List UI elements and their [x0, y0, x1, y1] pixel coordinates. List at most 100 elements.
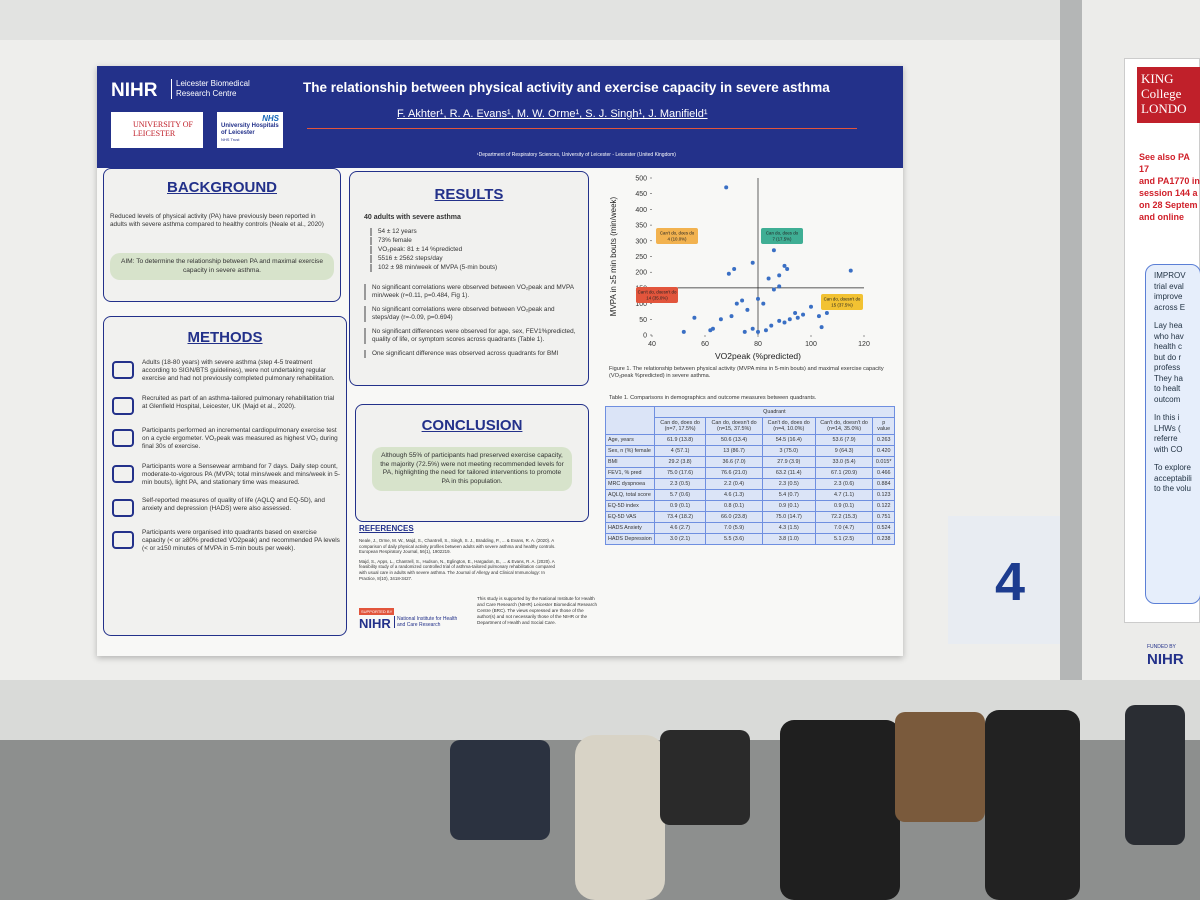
- row-label: Age, years: [605, 434, 655, 446]
- x-tick-label: 100: [805, 341, 817, 348]
- y-tick-label: 50: [639, 317, 647, 324]
- table-header: Can do, does do (n=7, 17.5%): [653, 417, 707, 435]
- table-cell: 0.524: [872, 522, 895, 534]
- y-tick-label: 450: [635, 191, 647, 198]
- poster: NIHR Leicester Biomedical Research Centr…: [97, 66, 903, 656]
- table-group: Quadrant: [653, 406, 896, 418]
- y-tick-label: 300: [635, 238, 647, 245]
- data-point: [848, 268, 853, 273]
- side-body-line: profess: [1154, 363, 1181, 372]
- quadrant-label: Can't do, does do: [660, 231, 695, 236]
- table-row: Age, years 61.9 (13.8) 50.6 (13.4) 54.5 (16…: [605, 434, 895, 446]
- side-body-line: LHWs (: [1154, 423, 1181, 433]
- method-item: Participants wore a Sensewear armband fo…: [112, 463, 340, 487]
- data-point: [777, 318, 782, 323]
- background-text: Reduced levels of physical activity (PA)…: [110, 213, 324, 228]
- table-row: HADS Anxiety 4.6 (2.7) 7.0 (5.9) 4.3 (1.5) 7…: [605, 522, 895, 534]
- data-point: [816, 314, 821, 319]
- board-top: [0, 0, 1060, 40]
- table-cell: 63.2 (11.4): [761, 467, 816, 479]
- person: [780, 720, 900, 900]
- quadrant-count: 15 (37.5%): [831, 303, 853, 308]
- results-lead: 40 adults with severe asthma: [364, 214, 461, 221]
- table-cell: 3 (75.0): [761, 445, 816, 457]
- data-point: [819, 325, 824, 330]
- finding-item: No significant differences were observed…: [364, 328, 582, 344]
- quadrant-label: Can't do, doesn't do: [638, 290, 677, 295]
- data-point: [793, 311, 798, 316]
- table-cell: 72.2 (15.3): [814, 511, 874, 523]
- person: [1125, 705, 1185, 845]
- data-point: [750, 326, 755, 331]
- side-body-line: who hav: [1154, 331, 1184, 341]
- side-logo-line: LONDO: [1141, 101, 1187, 116]
- side-body-line: with CO: [1154, 444, 1183, 454]
- table-cell: 3.0 (2.1): [653, 533, 707, 545]
- data-point: [750, 260, 755, 265]
- data-point: [724, 185, 729, 190]
- affiliation: ¹Department of Respiratory Sciences, Uni…: [477, 152, 676, 158]
- data-point: [809, 304, 813, 309]
- x-tick-label: 120: [858, 341, 870, 348]
- stat-item: 54 ± 12 years: [370, 228, 580, 236]
- row-label: AQLQ, total score: [605, 489, 655, 501]
- authors: F. Akhter¹, R. A. Evans¹, M. W. Orme¹, S…: [397, 108, 708, 120]
- method-item: Recruited as part of an asthma-tailored …: [112, 395, 340, 415]
- side-poster: KING College LONDO See also PA 17 and PA177…: [1124, 58, 1200, 668]
- stats-list: 54 ± 12 years 73% female VO₂peak: 81 ± 14 …: [370, 228, 580, 273]
- row-label: HADS Depression: [605, 533, 655, 545]
- table-row: MRC dyspnoea 2.3 (0.5) 2.2 (0.4) 2.3 (0.5) 2…: [605, 478, 895, 490]
- data-point: [771, 287, 776, 292]
- table-cell: 61.9 (13.8): [653, 434, 707, 446]
- side-notice-line: See also PA 17: [1139, 152, 1190, 174]
- method-icon: [112, 361, 134, 379]
- side-notice-line: and online: [1139, 212, 1184, 222]
- table-cell: 27.9 (3.9): [761, 456, 816, 468]
- frame-post: [1060, 0, 1082, 900]
- references-heading: REFERENCES: [359, 524, 414, 533]
- row-label: FEV1, % pred: [605, 467, 655, 479]
- data-point: [782, 263, 787, 268]
- method-text: Participants wore a Sensewear armband fo…: [142, 463, 340, 486]
- quadrant-count: 14 (35.0%): [646, 296, 668, 301]
- person: [895, 712, 985, 822]
- table-row: AQLQ, total score 5.7 (0.6) 4.6 (1.3) 5.4 (…: [605, 489, 895, 501]
- person: [575, 735, 665, 900]
- table-row: EQ-5D VAS 73.4 (18.2) 66.0 (23.8) 75.0 (14.…: [605, 511, 895, 523]
- y-tick-label: 250: [635, 254, 647, 261]
- method-text: Participants were organised into quadran…: [142, 529, 340, 552]
- data-point: [782, 320, 787, 325]
- table-cell: 36.6 (7.0): [705, 456, 763, 468]
- table-cell: 75.0 (17.6): [653, 467, 707, 479]
- side-body-line: Lay hea: [1154, 321, 1183, 330]
- y-axis-label: MVPA in ≥5 min bouts (min/week): [609, 196, 618, 316]
- data-point: [769, 323, 774, 328]
- section-heading: METHODS: [187, 329, 263, 346]
- data-point: [729, 314, 734, 319]
- supported-by: SUPPORTED BY: [359, 608, 395, 615]
- data-point: [756, 296, 760, 301]
- side-body-line: across E: [1154, 302, 1186, 312]
- nihr-logo: NIHR: [111, 80, 158, 101]
- methods-list: Adults (18-80 years) with severe asthma …: [112, 359, 340, 565]
- conclusion-text: Although 55% of participants had preserv…: [372, 447, 572, 491]
- side-funded: FUNDED BY: [1147, 644, 1176, 650]
- table-cell: 0.122: [872, 500, 895, 512]
- data-point: [734, 301, 739, 306]
- section-heading: RESULTS: [434, 186, 504, 203]
- row-label: BMI: [605, 456, 655, 468]
- table-cell: 50.6 (13.4): [705, 434, 763, 446]
- number-card: [948, 516, 1060, 644]
- data-point: [740, 298, 745, 303]
- data-point: [777, 273, 782, 278]
- row-label: HADS Anxiety: [605, 522, 655, 534]
- data-point: [795, 315, 800, 320]
- table-cell: 75.0 (14.7): [761, 511, 816, 523]
- row-label: MRC dyspnoea: [605, 478, 655, 490]
- x-tick-label: 80: [754, 341, 762, 348]
- person: [450, 740, 550, 840]
- funder-logo: NIHR: [359, 616, 391, 631]
- table-cell: 0.8 (0.1): [705, 500, 763, 512]
- table-row: EQ-5D index 0.9 (0.1) 0.8 (0.1) 0.9 (0.1) 0.…: [605, 500, 895, 512]
- x-tick-label: 40: [648, 341, 656, 348]
